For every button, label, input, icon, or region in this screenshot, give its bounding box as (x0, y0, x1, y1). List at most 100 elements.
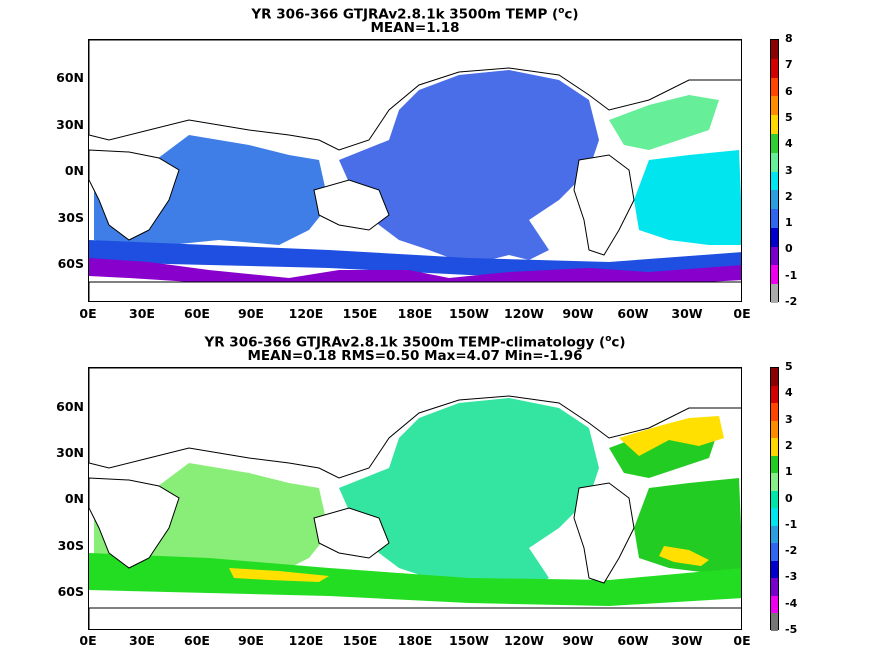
colorbar-label: -1 (785, 517, 798, 531)
bottom-x-tick: 0E (733, 633, 751, 648)
bottom-y-tick: 60N (56, 399, 84, 414)
top-x-tick: 120E (288, 306, 324, 321)
colorbar-segment (771, 403, 778, 422)
bottom-y-tick: 60S (57, 584, 84, 599)
bottom-x-tick: 150E (342, 633, 378, 648)
bottom-x-tick: 180E (397, 633, 433, 648)
colorbar-segment (771, 560, 778, 579)
top-x-tick: 30W (671, 306, 703, 321)
colorbar-segment (771, 385, 778, 404)
colorbar-segment (771, 77, 778, 97)
colorbar-label: 1 (785, 216, 793, 230)
colorbar-label: 2 (785, 438, 793, 452)
colorbar-segment (771, 455, 778, 474)
top-title-unit: c) (564, 6, 579, 23)
colorbar-label: -3 (785, 570, 798, 584)
top-north-atlantic (609, 95, 719, 150)
colorbar-segment (771, 227, 778, 248)
bottom-map (88, 367, 742, 630)
top-x-tick: 60W (617, 306, 649, 321)
top-x-tick: 150E (342, 306, 378, 321)
bottom-title-line1: YR 306-366 GTJRAv2.8.1k 3500m TEMP-clima… (88, 331, 742, 351)
bottom-x-tick: 150W (449, 633, 489, 648)
bottom-y-tick: 0N (64, 491, 84, 506)
top-land-antarctica (89, 281, 741, 301)
bottom-land-antarctica (89, 607, 741, 629)
bottom-x-tick: 90W (562, 633, 594, 648)
colorbar-segment (771, 508, 778, 527)
colorbar-label: 0 (785, 491, 793, 505)
top-x-tick: 120W (504, 306, 544, 321)
top-title-line1: YR 306-366 GTJRAv2.8.1k 3500m TEMP (oc) (88, 3, 742, 23)
bottom-south-atlantic-warm (659, 546, 709, 566)
bottom-south-atlantic (634, 478, 741, 573)
colorbar-segment (771, 133, 778, 154)
bottom-title-unit: c) (611, 334, 626, 351)
bottom-x-tick: 30W (671, 633, 703, 648)
colorbar-segment (771, 473, 778, 492)
top-polar-band (89, 258, 741, 288)
colorbar-segment (771, 525, 778, 544)
colorbar-segment (771, 96, 778, 116)
top-y-tick: 30N (56, 117, 84, 132)
colorbar-label: -4 (785, 596, 798, 610)
bottom-north-atlantic-warm (619, 416, 724, 456)
top-land-africa (89, 149, 180, 241)
top-land-southamerica (573, 154, 635, 256)
bottom-title-degree: o (605, 334, 612, 344)
colorbar-segment (771, 613, 778, 632)
colorbar-segment (771, 265, 778, 285)
colorbar-label: 4 (785, 137, 793, 151)
colorbar-label: 1 (785, 465, 793, 479)
top-x-tick: 150W (449, 306, 489, 321)
top-x-tick: 90E (238, 306, 264, 321)
colorbar-segment (771, 171, 778, 191)
colorbar-segment (771, 58, 778, 79)
top-map-field (89, 40, 741, 301)
bottom-x-tick: 0E (79, 633, 97, 648)
top-x-tick: 0E (733, 306, 751, 321)
colorbar-label: -2 (785, 544, 798, 558)
bottom-x-tick: 120E (288, 633, 324, 648)
colorbar-segment (771, 438, 778, 457)
bottom-map-field (89, 368, 741, 629)
top-colorbar (770, 39, 779, 304)
top-y-tick: 30S (57, 210, 84, 225)
bottom-pacific-field (339, 398, 599, 593)
bottom-title-text: YR 306-366 GTJRAv2.8.1k 3500m TEMP-clima… (204, 334, 606, 351)
bottom-x-tick: 120W (504, 633, 544, 648)
bottom-land-southamerica (573, 482, 635, 584)
bottom-land-eurasia (89, 368, 741, 479)
colorbar-label: 3 (785, 412, 793, 426)
top-y-tick: 0N (64, 163, 84, 178)
colorbar-segment (771, 40, 778, 60)
colorbar-label: 3 (785, 163, 793, 177)
bottom-land-africa (89, 477, 180, 569)
colorbar-segment (771, 368, 778, 387)
top-x-tick: 30E (129, 306, 155, 321)
bottom-x-tick: 30E (129, 633, 155, 648)
colorbar-segment (771, 246, 778, 266)
bottom-colorbar (770, 367, 779, 632)
colorbar-segment (771, 490, 778, 509)
colorbar-segment (771, 578, 778, 597)
top-title-text: YR 306-366 GTJRAv2.8.1k 3500m TEMP ( (251, 6, 559, 23)
top-title-degree: o (558, 6, 565, 16)
top-x-tick: 90W (562, 306, 594, 321)
colorbar-label: 5 (785, 360, 793, 373)
bottom-y-tick: 30N (56, 445, 84, 460)
colorbar-label: 7 (785, 58, 793, 72)
colorbar-segment (771, 115, 778, 135)
colorbar-segment (771, 284, 778, 304)
top-land-australia (313, 179, 390, 231)
colorbar-label: 5 (785, 110, 793, 124)
top-x-tick: 60E (184, 306, 210, 321)
bottom-x-tick: 90E (238, 633, 264, 648)
bottom-x-tick: 60W (617, 633, 649, 648)
bottom-title-line2: MEAN=0.18 RMS=0.50 Max=4.07 Min=-1.96 (247, 348, 583, 364)
top-y-tick: 60S (57, 256, 84, 271)
colorbar-segment (771, 420, 778, 439)
bottom-y-tick: 30S (57, 538, 84, 553)
colorbar-segment (771, 152, 778, 172)
colorbar-label: 4 (785, 386, 793, 400)
